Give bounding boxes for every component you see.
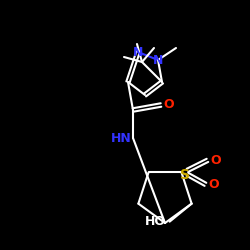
Text: S: S: [180, 168, 190, 182]
Text: N: N: [133, 46, 143, 59]
Text: N: N: [153, 54, 163, 66]
Text: O: O: [164, 98, 174, 112]
Text: O: O: [210, 154, 221, 167]
Text: O: O: [208, 178, 219, 191]
Text: HN: HN: [110, 132, 132, 144]
Text: HO: HO: [145, 215, 166, 228]
